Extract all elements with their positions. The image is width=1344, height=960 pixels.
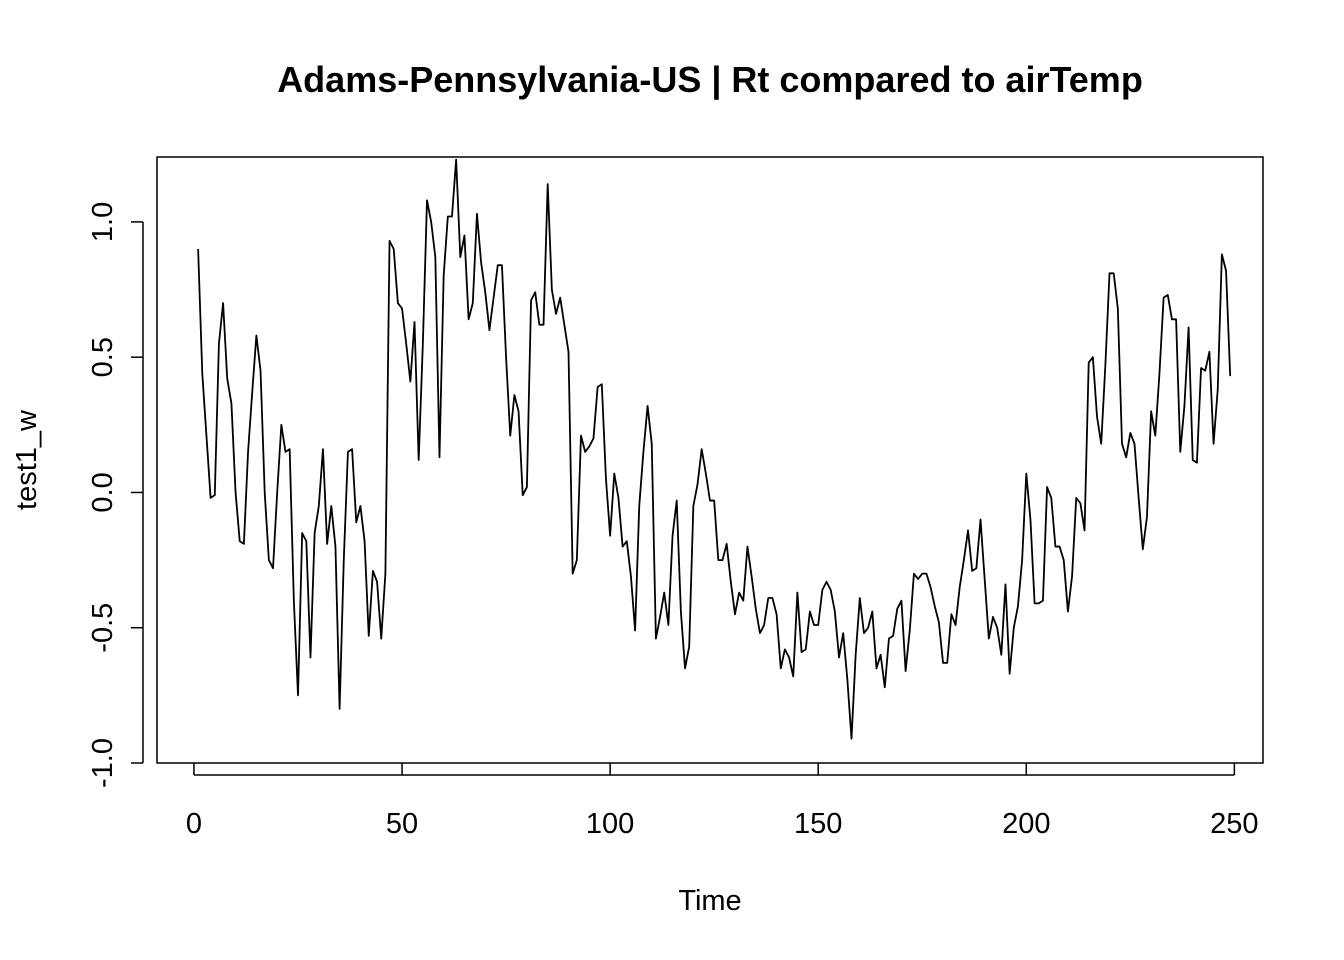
x-tick-label: 0: [186, 808, 202, 840]
chart-title: Adams-Pennsylvania-US | Rt compared to a…: [277, 59, 1143, 101]
y-tick-label: 1.0: [87, 202, 119, 242]
x-tick-label: 50: [386, 808, 418, 840]
x-axis-label: Time: [678, 885, 741, 917]
x-tick-label: 250: [1210, 808, 1258, 840]
plot-frame: [156, 156, 1264, 764]
y-axis: -1.0 -0.5 0.0 0.5 1.0: [87, 202, 144, 788]
x-tick-label: 100: [586, 808, 634, 840]
y-tick-label: -0.5: [87, 603, 119, 653]
x-tick-label: 200: [1002, 808, 1050, 840]
x-tick-label: 150: [794, 808, 842, 840]
y-tick-label: -1.0: [87, 738, 119, 788]
series-line: [197, 158, 1232, 740]
y-tick-label: 0.0: [87, 472, 119, 512]
x-axis: 0 50 100 150 200 250: [186, 763, 1259, 840]
y-tick-label: 0.5: [87, 337, 119, 377]
y-axis-label: test1_w: [11, 409, 43, 510]
